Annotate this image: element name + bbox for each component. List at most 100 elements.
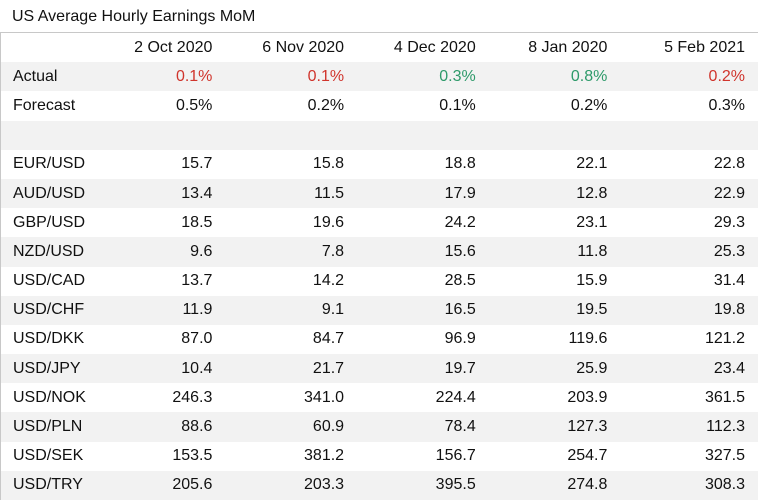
pair-value: 22.9: [713, 184, 746, 202]
table-row: USD/SEK 153.5 381.2 156.7 254.7 327.5: [1, 442, 758, 471]
pair-value: 121.2: [704, 330, 746, 348]
pair-value: 156.7: [435, 447, 476, 465]
table-row: NZD/USD 9.6 7.8 15.6 11.8 25.3: [1, 237, 758, 267]
row-label: Actual: [13, 67, 58, 85]
pair-value: 395.5: [435, 476, 476, 494]
pair-value: 29.3: [713, 213, 746, 231]
pair-value: 153.5: [172, 447, 213, 465]
pair-value: 24.2: [444, 213, 476, 231]
pair-value: 10.4: [181, 359, 213, 377]
pair-value: 308.3: [704, 476, 746, 494]
forecast-value: 0.2%: [307, 96, 345, 114]
pair-value: 15.6: [444, 242, 476, 260]
pair-value: 17.9: [444, 184, 476, 202]
pair-value: 15.7: [181, 155, 213, 173]
pair-value: 9.1: [321, 301, 345, 319]
pair-value: 119.6: [568, 330, 608, 348]
pair-value: 19.8: [713, 301, 746, 319]
pair-value: 16.5: [444, 301, 476, 319]
pair-value: 14.2: [312, 272, 345, 290]
pair-value: 11.9: [182, 301, 213, 319]
forecast-value: 0.1%: [439, 96, 476, 114]
table-row: EUR/USD 15.7 15.8 18.8 22.1 22.8: [1, 150, 758, 179]
actual-value: 0.1%: [307, 67, 345, 85]
column-header: 6 Nov 2020: [262, 38, 345, 56]
pair-value: 12.8: [576, 184, 608, 202]
pair-value: 13.4: [181, 184, 213, 202]
pair-value: 21.7: [312, 359, 345, 377]
pair-value: 31.4: [713, 272, 746, 290]
forecast-row: Forecast 0.5% 0.2% 0.1% 0.2% 0.3%: [1, 91, 758, 120]
pair-value: 19.7: [444, 359, 476, 377]
table-row: USD/PLN 88.6 60.9 78.4 127.3 112.3: [1, 412, 758, 442]
pair-label: USD/PLN: [13, 418, 83, 436]
table-row: USD/JPY 10.4 21.7 19.7 25.9 23.4: [1, 354, 758, 384]
pair-value: 112.3: [706, 418, 746, 436]
actual-value: 0.2%: [708, 67, 746, 85]
pair-label: NZD/USD: [13, 242, 85, 260]
pair-label: USD/CHF: [13, 301, 85, 319]
pair-rows: EUR/USD 15.7 15.8 18.8 22.1 22.8 AUD/USD 13.4 11…: [1, 150, 758, 500]
pair-value: 18.8: [444, 155, 476, 173]
pair-value: 19.5: [576, 301, 608, 319]
actual-value: 0.1%: [175, 67, 213, 85]
pair-value: 96.9: [444, 330, 476, 348]
pair-value: 341.0: [304, 388, 345, 406]
table-row: USD/CAD 13.7 14.2 28.5 15.9 31.4: [1, 267, 758, 296]
pair-label: USD/SEK: [13, 447, 84, 465]
column-header: 5 Feb 2021: [664, 38, 746, 56]
table-row: USD/DKK 87.0 84.7 96.9 119.6 121.2: [1, 325, 758, 354]
pair-value: 87.0: [181, 330, 213, 348]
pair-value: 9.6: [190, 242, 213, 260]
forecast-value: 0.2%: [570, 96, 608, 114]
table-row: USD/TRY 205.6 203.3 395.5 274.8 308.3: [1, 470, 758, 500]
pair-value: 22.1: [576, 155, 608, 173]
pair-value: 224.4: [435, 388, 476, 406]
pair-value: 203.9: [567, 388, 608, 406]
pair-value: 361.5: [704, 388, 746, 406]
pair-value: 84.7: [312, 330, 345, 348]
pair-label: GBP/USD: [13, 213, 86, 231]
column-header: 4 Dec 2020: [393, 38, 476, 56]
pair-value: 15.9: [576, 272, 608, 290]
actual-value: 0.3%: [439, 67, 476, 85]
forecast-value: 0.3%: [708, 96, 746, 114]
pair-value: 7.8: [321, 242, 345, 260]
pair-value: 28.5: [444, 272, 476, 290]
table-row: AUD/USD 13.4 11.5 17.9 12.8 22.9: [1, 178, 758, 209]
pair-value: 127.3: [567, 418, 608, 436]
pair-label: USD/JPY: [13, 359, 81, 377]
pair-value: 60.9: [312, 418, 345, 436]
table-row: GBP/USD 18.5 19.6 24.2 23.1 29.3: [1, 208, 758, 237]
pair-label: USD/CAD: [13, 272, 86, 290]
pair-value: 19.6: [312, 213, 345, 231]
pair-value: 327.5: [704, 447, 746, 465]
actual-value: 0.8%: [570, 67, 608, 85]
column-header: 2 Oct 2020: [134, 38, 213, 56]
pair-label: EUR/USD: [13, 155, 86, 173]
pair-value: 274.8: [567, 476, 608, 494]
header-row: 2 Oct 2020 6 Nov 2020 4 Dec 2020 8 Jan 2…: [1, 33, 758, 62]
column-header: 8 Jan 2020: [528, 38, 608, 56]
actual-row: Actual 0.1% 0.1% 0.3% 0.8% 0.2%: [1, 62, 758, 92]
pair-value: 18.5: [181, 213, 213, 231]
pair-label: USD/DKK: [13, 330, 85, 348]
pair-value: 88.6: [181, 418, 213, 436]
row-label: Forecast: [13, 96, 76, 114]
pair-value: 11.8: [577, 242, 608, 260]
pair-value: 11.5: [314, 184, 345, 202]
pair-value: 381.2: [304, 447, 345, 465]
pair-value: 22.8: [713, 155, 746, 173]
forecast-value: 0.5%: [175, 96, 213, 114]
pair-value: 13.7: [181, 272, 213, 290]
pair-value: 15.8: [312, 155, 345, 173]
pair-value: 25.9: [576, 359, 608, 377]
pair-value: 203.3: [304, 476, 345, 494]
table-row: USD/NOK 246.3 341.0 224.4 203.9 361.5: [1, 383, 758, 412]
table-row: USD/CHF 11.9 9.1 16.5 19.5 19.8: [1, 295, 758, 325]
pair-value: 246.3: [172, 388, 213, 406]
pair-label: AUD/USD: [13, 184, 86, 202]
pair-label: USD/TRY: [13, 476, 83, 494]
pair-value: 205.6: [172, 476, 213, 494]
earnings-table: 2 Oct 2020 6 Nov 2020 4 Dec 2020 8 Jan 2…: [0, 32, 758, 500]
